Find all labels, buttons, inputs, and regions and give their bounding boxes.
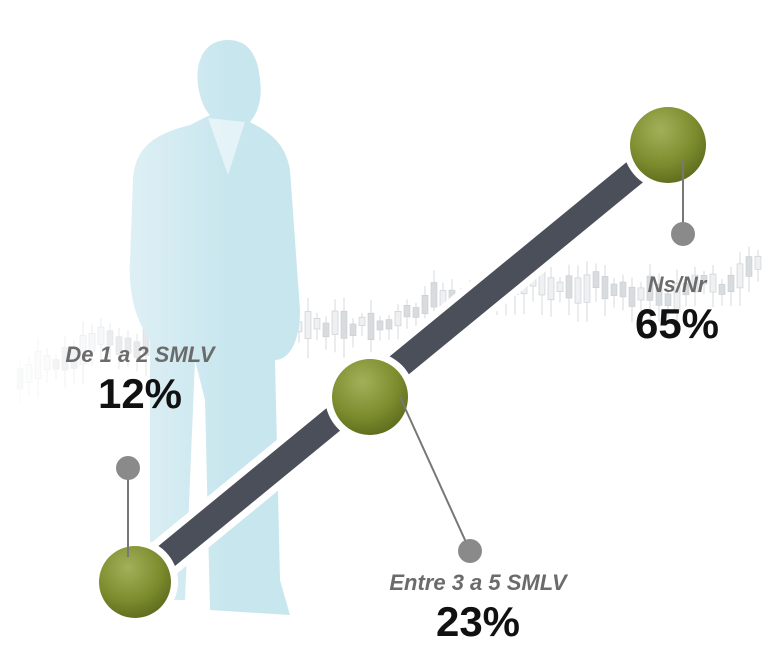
bubble xyxy=(332,359,408,435)
value-label: 23% xyxy=(436,598,520,645)
connector-dot xyxy=(671,222,695,246)
category-label: Ns/Nr xyxy=(648,272,708,297)
bubble xyxy=(630,107,706,183)
category-label: Entre 3 a 5 SMLV xyxy=(389,570,569,595)
bubble xyxy=(99,546,171,618)
connector xyxy=(399,396,471,552)
value-label: 12% xyxy=(98,370,182,417)
value-label: 65% xyxy=(635,300,719,347)
track xyxy=(126,134,677,593)
category-label: De 1 a 2 SMLV xyxy=(65,342,217,367)
marks: De 1 a 2 SMLV 12% Entre 3 a 5 SMLV 23% Ns/Nr… xyxy=(65,100,719,645)
connector-dot xyxy=(458,539,482,563)
connector-dot xyxy=(116,456,140,480)
